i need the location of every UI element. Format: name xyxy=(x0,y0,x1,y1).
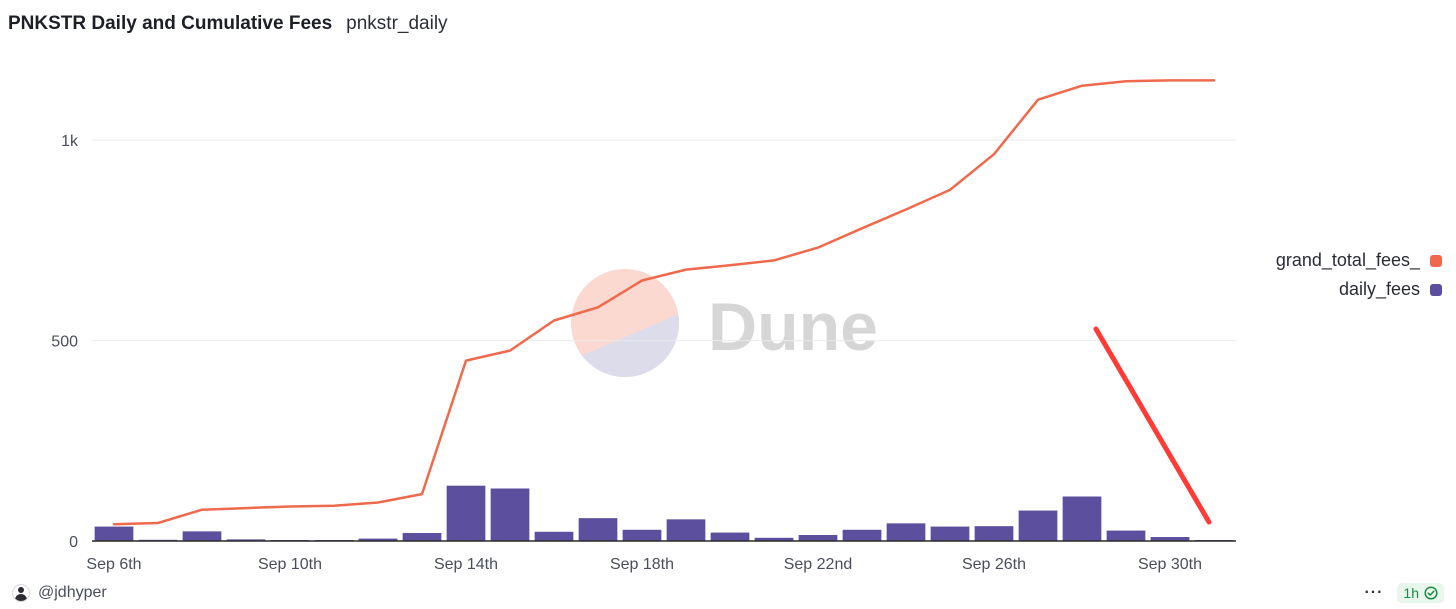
author[interactable]: @jdhyper xyxy=(12,584,107,602)
bar[interactable] xyxy=(446,485,486,541)
avatar xyxy=(12,584,30,602)
query-name[interactable]: pnkstr_daily xyxy=(346,13,448,34)
author-handle: @jdhyper xyxy=(38,584,107,601)
bar[interactable] xyxy=(1018,510,1058,541)
bar[interactable] xyxy=(578,518,618,541)
x-tick-label: Sep 10th xyxy=(258,556,322,573)
x-tick-label: Sep 18th xyxy=(610,556,674,573)
legend-item-daily-fees[interactable]: daily_fees xyxy=(1339,279,1442,300)
y-tick-label: 1k xyxy=(61,133,79,150)
bar[interactable] xyxy=(358,538,398,541)
bar[interactable] xyxy=(930,526,970,541)
more-options-icon[interactable]: ··· xyxy=(1364,584,1384,601)
chart-header: PNKSTR Daily and Cumulative Fees pnkstr_… xyxy=(8,10,448,38)
footer-actions: ··· 1h xyxy=(1364,583,1444,603)
x-tick-label: Sep 14th xyxy=(434,556,498,573)
legend-swatch xyxy=(1430,254,1442,267)
refresh-interval: 1h xyxy=(1403,585,1419,601)
bar[interactable] xyxy=(182,531,222,541)
bar[interactable] xyxy=(886,523,926,541)
bar[interactable] xyxy=(842,529,882,541)
series-line[interactable] xyxy=(112,79,1216,526)
x-tick-label: Sep 26th xyxy=(962,556,1026,573)
red-annotation-stroke xyxy=(1093,326,1212,525)
chart-legend: grand_total_fees_ daily_fees xyxy=(1276,250,1442,300)
grand-total-fees-line xyxy=(112,79,1216,526)
bar[interactable] xyxy=(94,526,134,541)
bar[interactable] xyxy=(534,531,574,541)
x-axis: Sep 6th Sep 10th Sep 14th Sep 18th Sep 22nd S… xyxy=(86,540,1236,573)
chart-title: PNKSTR Daily and Cumulative Fees xyxy=(8,13,333,34)
check-circle-icon xyxy=(1424,586,1438,600)
bar[interactable] xyxy=(226,539,266,541)
y-tick-label: 500 xyxy=(51,334,78,351)
legend-label: daily_fees xyxy=(1338,279,1420,299)
bar[interactable] xyxy=(710,532,750,541)
bar[interactable] xyxy=(490,488,530,541)
x-tick-label: Sep 30th xyxy=(1138,556,1202,573)
y-tick-label: 0 xyxy=(69,534,78,551)
bar[interactable] xyxy=(622,529,662,541)
daily-fees-bars xyxy=(94,485,1234,541)
bar[interactable] xyxy=(974,526,1014,541)
legend-swatch xyxy=(1430,283,1442,296)
bar[interactable] xyxy=(798,534,838,541)
x-tick-label: Sep 6th xyxy=(86,556,141,573)
bar[interactable] xyxy=(754,537,794,541)
bar[interactable] xyxy=(1062,496,1102,541)
chart-footer: @jdhyper ··· 1h xyxy=(12,580,1444,606)
bar[interactable] xyxy=(402,532,442,541)
bar[interactable] xyxy=(1106,530,1146,541)
y-axis: 0 500 1k xyxy=(51,133,79,551)
dune-watermark-text: Dune xyxy=(708,289,878,365)
gridlines xyxy=(92,139,1236,342)
refresh-badge[interactable]: 1h xyxy=(1397,583,1444,603)
dune-watermark: Dune xyxy=(571,269,878,377)
x-tick-label: Sep 22nd xyxy=(784,556,853,573)
bar[interactable] xyxy=(666,519,706,541)
legend-label: grand_total_fees_ xyxy=(1275,250,1420,270)
dune-logo-icon xyxy=(571,269,679,377)
bar[interactable] xyxy=(1150,536,1190,541)
legend-item-grand-total-fees[interactable]: grand_total_fees_ xyxy=(1276,250,1442,271)
